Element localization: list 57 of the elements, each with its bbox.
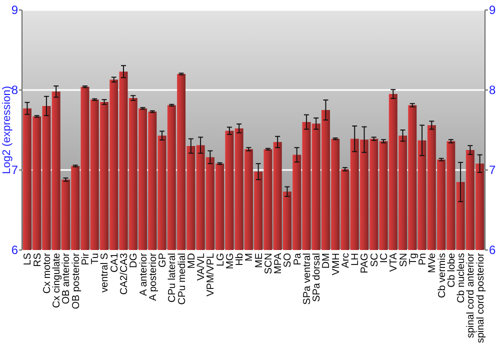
x-tick-label: SC (369, 253, 380, 267)
x-tick-label: Arc (340, 253, 352, 268)
x-tick-label: OB anterior (61, 252, 72, 304)
x-tick-label: SPa dorsal (312, 253, 323, 302)
x-tick-label: DM (321, 253, 332, 269)
x-tick-label: CA2/CA3 (119, 252, 130, 295)
x-tick-label: MD (186, 253, 198, 269)
x-tick-label: Pa (292, 252, 304, 266)
x-tick-label: M (244, 253, 256, 262)
x-tick-label: A posterior (148, 252, 159, 301)
y2-tick-label: 8 (489, 83, 496, 98)
x-tick-label: VPM/VPL (206, 252, 217, 296)
x-tick-label: Pir (80, 252, 92, 266)
y2-tick-label: 6 (489, 243, 496, 258)
x-tick-label: LG (215, 252, 226, 266)
x-tick-label: RS (32, 252, 44, 267)
x-tick-label: Cx cingulate (52, 252, 63, 308)
x-tick-label: GP (158, 252, 169, 268)
x-tick-label: DG (128, 252, 140, 268)
x-tick-label: Cb nucleus (456, 253, 468, 304)
x-tick-label: CA1 (109, 252, 120, 272)
y-tick-label: 8 (11, 83, 18, 98)
x-tick-label: ME (254, 252, 265, 268)
x-tick-label: VA/VL (196, 252, 208, 281)
y-tick-label: 9 (11, 3, 18, 18)
x-tick-label: spinal cord posterior (475, 252, 486, 344)
x-tick-label: A anterior (138, 252, 150, 296)
x-tick-label: LH (350, 253, 362, 266)
x-tick-label: Tu (90, 253, 102, 264)
x-tick-label: Cx motor (42, 252, 53, 294)
x-tick-label: VMH (330, 253, 342, 276)
x-tick-label: SPa ventral (302, 253, 313, 305)
x-tick-label: PAG (360, 252, 371, 274)
x-tick-label: SCN (263, 253, 274, 274)
x-tick-label: Cb lobe (446, 252, 458, 288)
x-tick-label: spinal cord anterior (466, 252, 477, 338)
x-tick-label: VTA (388, 252, 400, 272)
x-tick-label: MVe (427, 252, 438, 274)
x-tick-label: Cb vermis (436, 253, 448, 298)
y-tick-label: 7 (11, 163, 18, 178)
y-axis-title: Log2 (expression) (1, 86, 13, 174)
x-tick-label: CPu lateral (167, 253, 178, 302)
x-tick-label: SO (282, 252, 294, 268)
x-tick-label: MPA (273, 252, 284, 274)
x-tick-label: Tg (408, 253, 419, 265)
y2-tick-label: 7 (489, 163, 496, 178)
y2-tick-label: 9 (489, 3, 496, 18)
x-tick-label: CPu medial (176, 253, 188, 305)
x-tick-label: IC (379, 253, 390, 263)
x-tick-label: Pn (418, 253, 429, 266)
x-tick-label: LS (22, 252, 34, 266)
x-tick-label: ventral S (100, 252, 111, 292)
x-tick-label: SN (398, 253, 410, 267)
y-tick-label: 6 (11, 243, 18, 258)
x-tick-label: Hb (234, 252, 246, 266)
x-tick-label: MG (224, 252, 236, 270)
x-tick-label: OB posterior (70, 252, 82, 310)
